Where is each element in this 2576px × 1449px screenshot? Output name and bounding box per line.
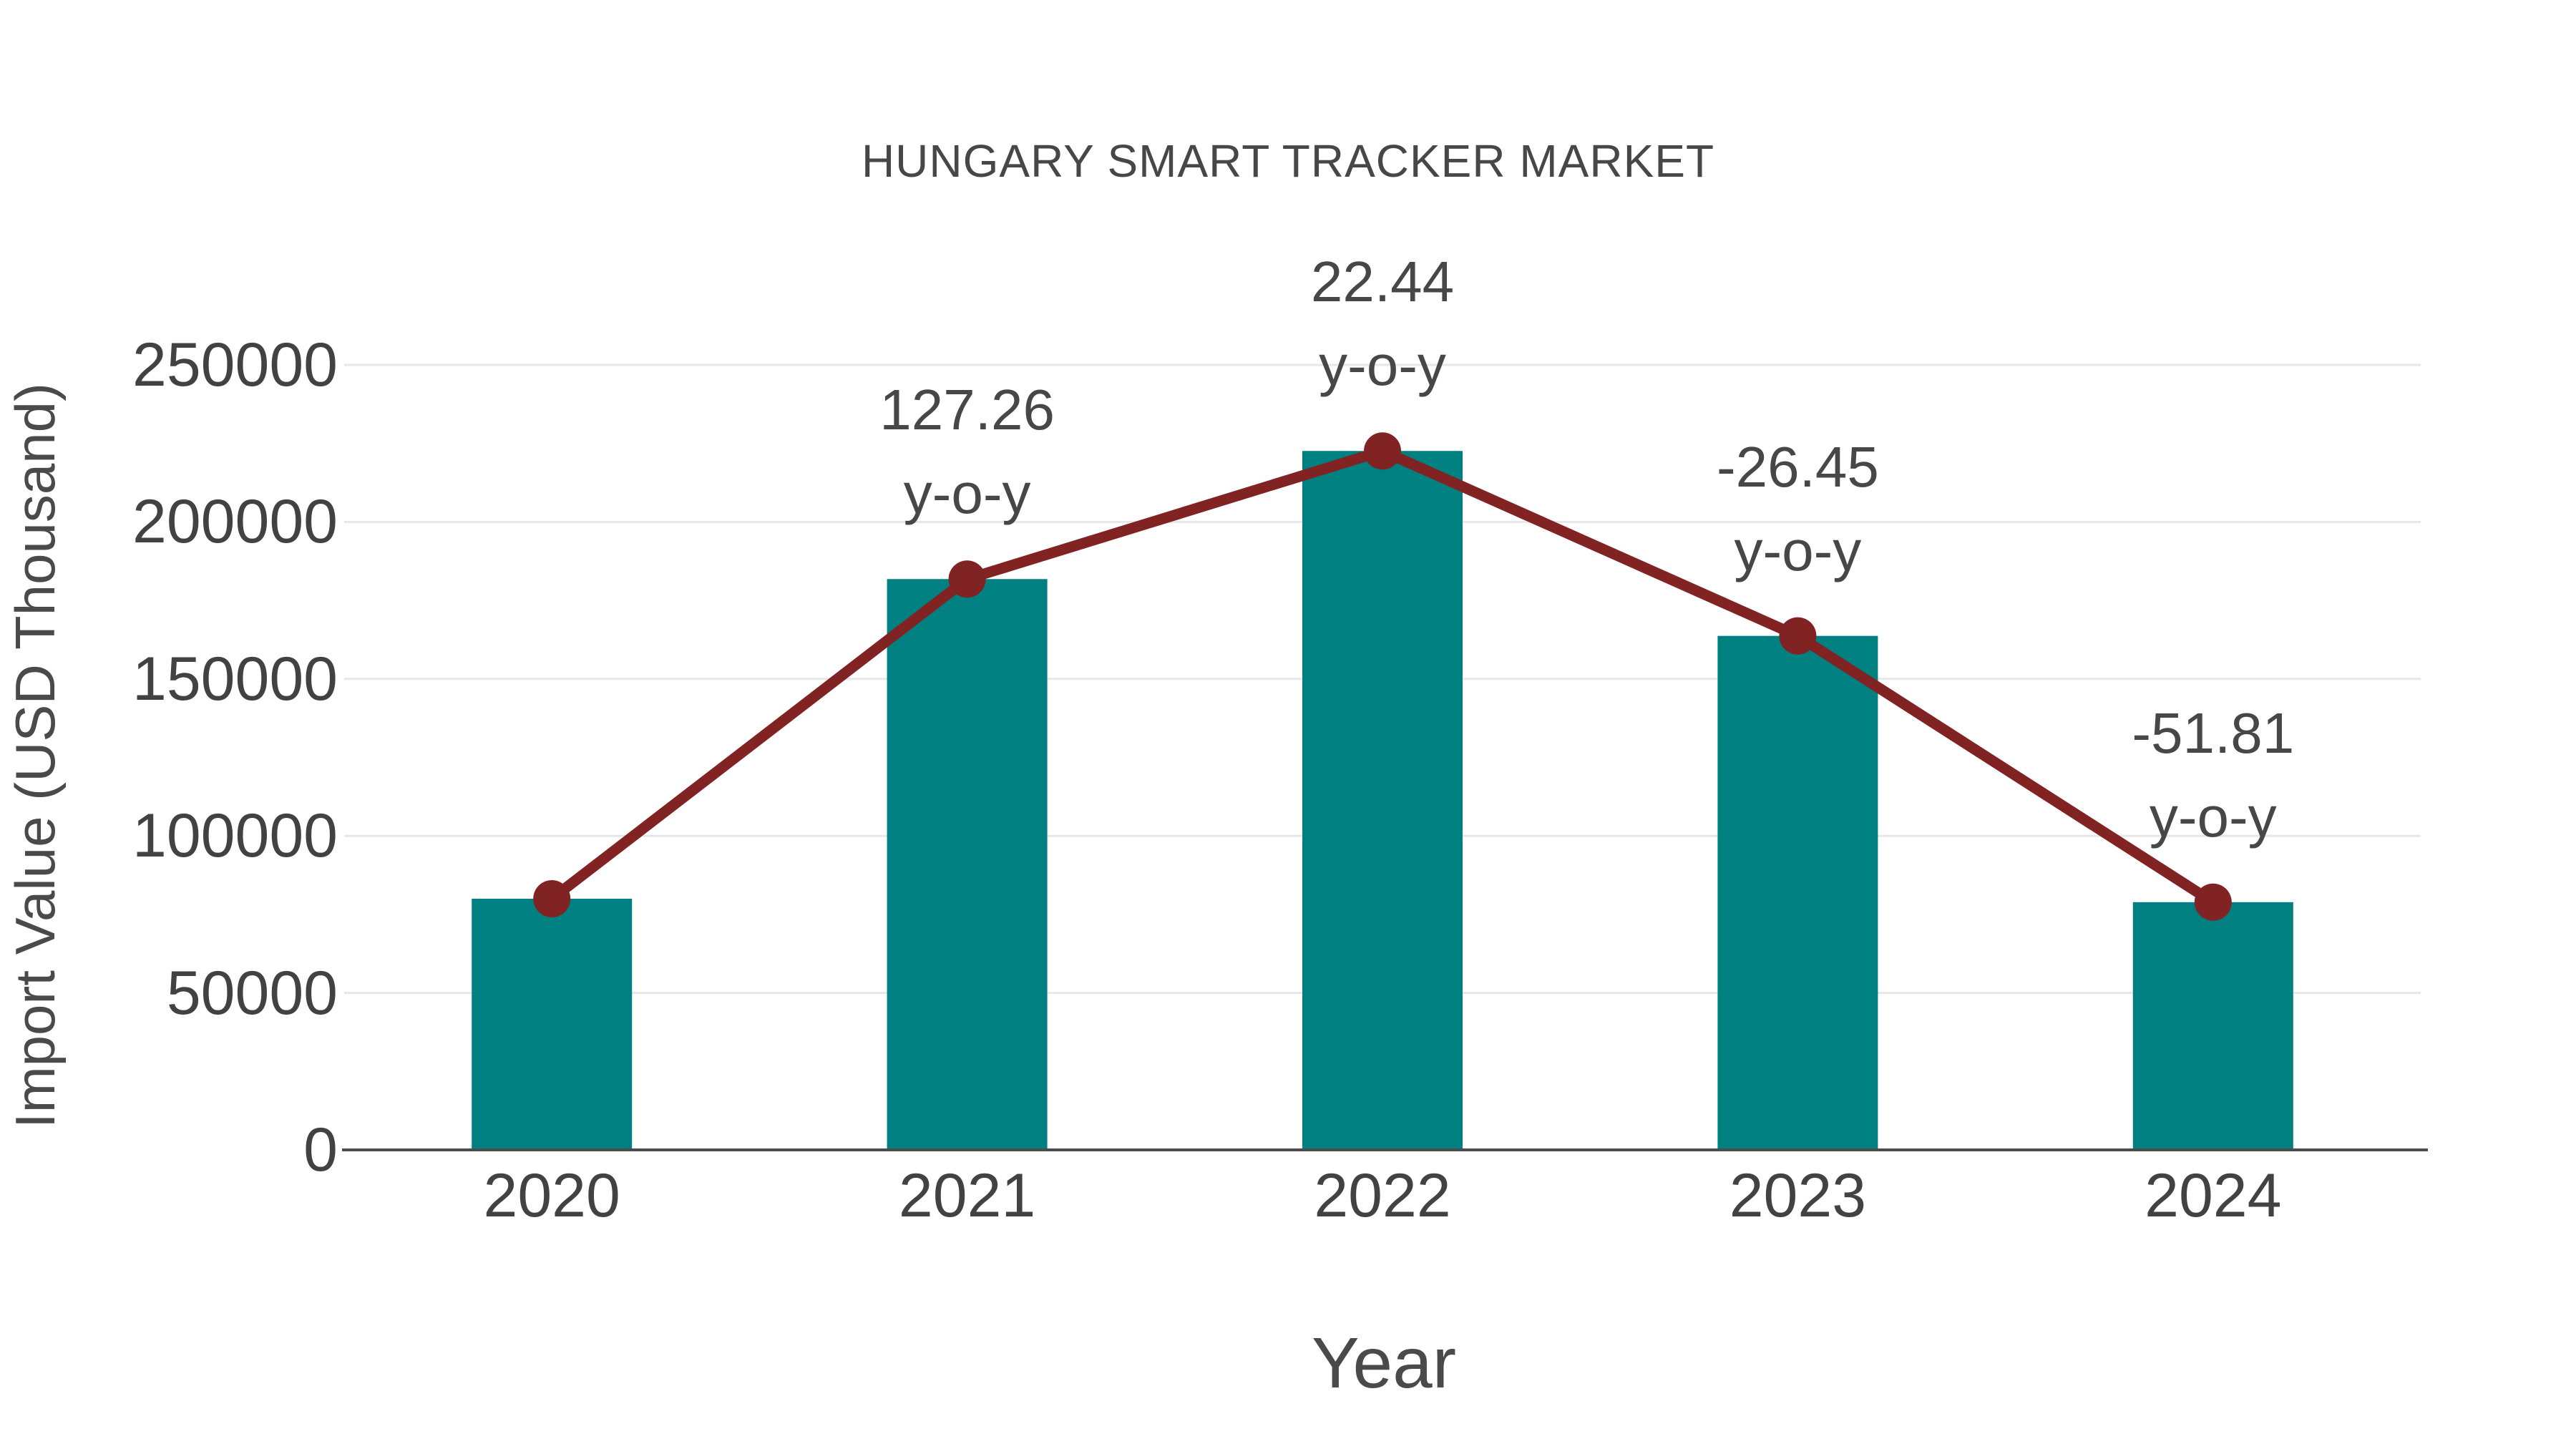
bar-2022 [1302,451,1463,1150]
bar-2020 [472,898,633,1150]
bar-2021 [887,579,1048,1150]
chart-title: HUNGARY SMART TRACKER MARKET [861,135,1715,187]
x-axis-title: Year [1311,1323,1457,1403]
annotation-2021-label: y-o-y [903,462,1031,526]
marker-2020 [533,879,571,917]
annotation-2024-value: -51.81 [2132,701,2295,765]
annotation-2023-label: y-o-y [1734,518,1862,582]
annotation-2022-value: 22.44 [1310,250,1455,314]
x-tick-label-2024: 2024 [2145,1161,2282,1230]
marker-2024 [2194,883,2232,921]
annotation-2021-value: 127.26 [879,378,1055,442]
bar-2024 [2132,902,2293,1150]
annotation-2022-label: y-o-y [1319,333,1446,398]
annotation-2024: -51.81 y-o-y [1999,691,2428,859]
annotation-2023: -26.45 y-o-y [1583,425,2012,592]
annotation-2021: 127.26 y-o-y [753,368,1182,535]
y-tick-label-100000: 100000 [132,801,338,871]
x-tick-label-2020: 2020 [483,1161,620,1230]
marker-2023 [1779,617,1817,655]
y-tick-label-0: 0 [303,1116,338,1184]
annotation-2023-value: -26.45 [1716,434,1879,499]
x-tick-label-2021: 2021 [898,1161,1036,1230]
x-tick-label-2022: 2022 [1314,1161,1451,1230]
bar-2023 [1717,635,1878,1150]
annotation-2022: 22.44 y-o-y [1168,240,1597,407]
marker-2022 [1364,432,1401,470]
annotation-2024-label: y-o-y [2149,784,2277,849]
y-tick-label-250000: 250000 [132,331,338,399]
marker-2021 [948,560,986,598]
x-tick-label-2023: 2023 [1729,1161,1867,1230]
y-tick-label-200000: 200000 [132,487,338,557]
y-tick-label-150000: 150000 [132,644,338,713]
y-tick-label-50000: 50000 [166,958,338,1028]
